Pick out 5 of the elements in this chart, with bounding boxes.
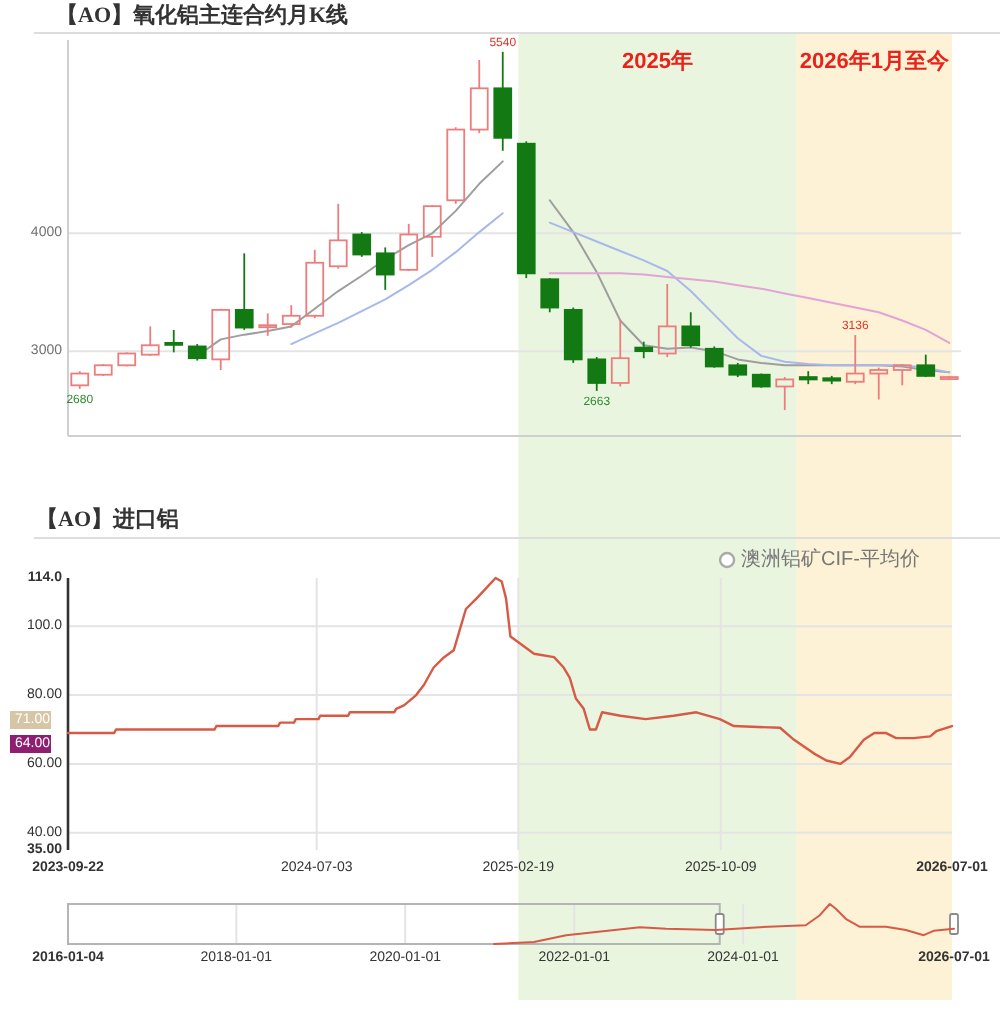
title: 【AO】进口铝 — [36, 508, 179, 532]
title: 【AO】氧化铝主连合约月K线 — [56, 4, 349, 28]
legend-label: 澳洲铝矿CIF-平均价 — [741, 549, 920, 571]
band-label: 2026年1月至今 — [799, 50, 949, 74]
band-label: 2025年 — [622, 50, 693, 74]
